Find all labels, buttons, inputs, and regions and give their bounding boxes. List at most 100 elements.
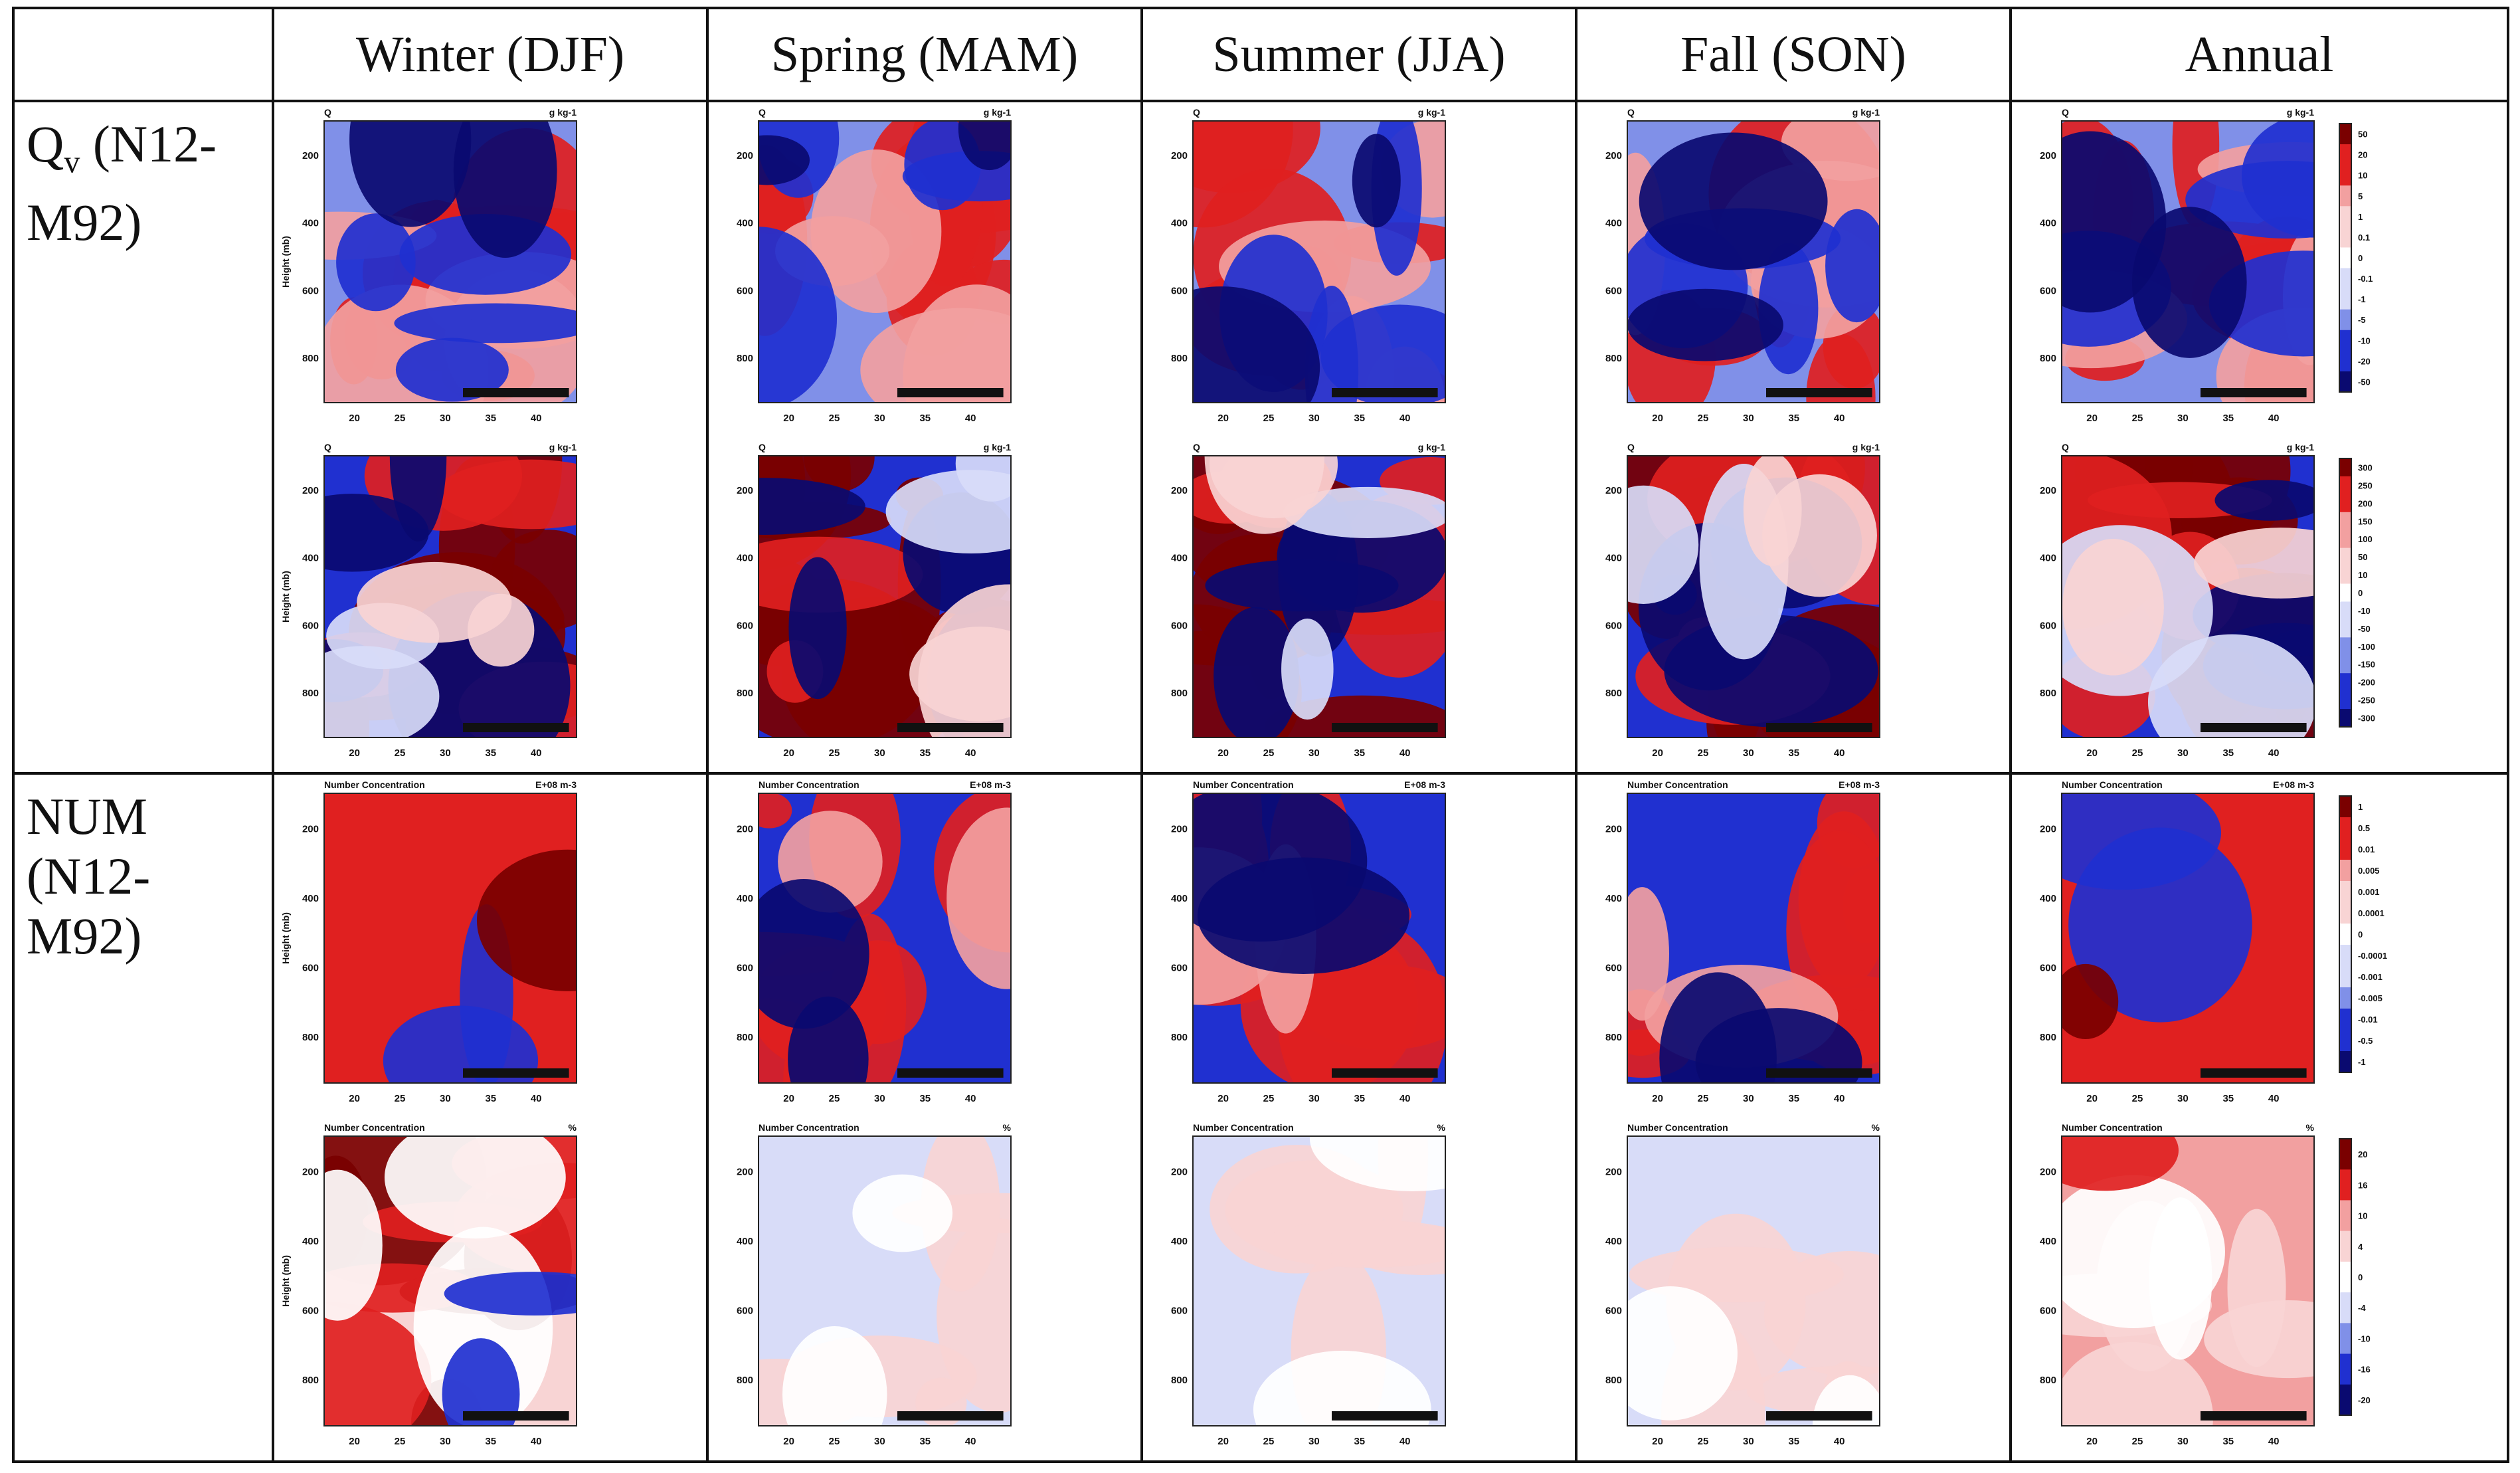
panels-qv-annual-top-colorbar-label: 10 [2358,171,2367,181]
panels-num-annual-bottom-colorbar-label: -16 [2358,1365,2371,1375]
panels-qv-spring-bottom-y-tick: 200 [737,485,753,496]
panels-num-winter-bottom-contour-region [385,1136,566,1239]
panels-qv-spring-bottom-units: g kg-1 [984,442,1011,452]
panels-num-annual-bottom-x-tick: 35 [2222,1436,2234,1447]
panels-num-annual-bottom-field [2062,1136,2314,1426]
panels-num-fall-top-field [1627,793,1880,1083]
panels-qv-fall-top-x-tick: 20 [1652,413,1663,424]
panels-qv-annual-bottom-colorbar-segment [2339,547,2351,567]
panels-qv-spring-top-contour-region [860,308,1011,403]
panels-num-fall-bottom-title: Number Concentration [1627,1122,1728,1133]
panels-num-annual-top-colorbar-segment [2339,987,2351,1009]
header-row: Winter (DJF) Spring (MAM) Summer (JJA) F… [12,7,2509,102]
panels-num-summer-bottom-x-tick: 30 [1308,1436,1320,1447]
panels-num-fall-top-y-tick: 200 [1605,823,1622,835]
panels-qv-annual-top-colorbar: 50 20 10 5 1 0.1 0 -0.1 -1 -5 -10 -20 -50 [2339,123,2373,393]
panels-num-winter-bottom-title: Number Concentration [324,1122,425,1133]
panels-num-spring-top-title: Number Concentration [759,779,859,790]
panels-num-fall-top-x-tick: 30 [1743,1093,1754,1104]
panels-num-fall-top-x-tick: 25 [1698,1093,1709,1104]
panels-num-winter-top-x-tick: 20 [349,1093,360,1104]
panels-qv-spring-top-x-tick: 30 [874,413,885,424]
panels-qv-summer-top-y-tick: 400 [1171,218,1188,229]
panels-num-annual-bottom-colorbar-segment [2339,1261,2351,1294]
panels-qv-annual-top-colorbar-segment [2339,165,2351,187]
panels-qv-summer-top-contour-region [1352,134,1401,228]
panels-num-annual-top-colorbar-segment [2339,902,2351,924]
panels-qv-summer-top-x-tick: 30 [1308,413,1320,424]
panels-qv-fall-top-title: Q [1627,107,1635,118]
panels-qv-spring-bottom-contour-region [885,470,1011,554]
panels-num-fall-top-frame [1627,793,1880,1084]
panels-num-annual-bottom-colorbar-label: -10 [2358,1333,2371,1343]
panels-num-fall-bottom-x-tick: 35 [1788,1436,1799,1447]
panels-qv-spring-top-frame [758,120,1012,403]
panels-num-fall-bottom-x-tick: 20 [1652,1436,1663,1447]
panels-qv-spring-top-contour-region [810,149,942,313]
panels-num-annual-top-title: Number Concentration [2062,779,2163,790]
panels-num-winter-bottom-x-tick: 40 [531,1436,542,1447]
panels-qv-fall-bottom-y-tick: 600 [1605,620,1622,631]
panels-qv-spring-bottom-x-tick: 20 [783,747,794,759]
panels-qv-winter-bottom-frame [323,455,577,738]
panels-qv-winter-top-x-tick: 35 [485,413,496,424]
col-header-annual: Annual [2009,7,2509,102]
corner-cell [12,7,274,102]
panels-qv-annual-top-title: Q [2062,107,2069,118]
panels-qv-winter-bottom-y-tick: 800 [302,688,319,699]
panels-num-spring-bottom-units: % [1003,1122,1012,1133]
panels-qv-winter-top-x-tick: 20 [349,413,360,424]
panels-qv-spring-bottom-frame [758,455,1012,738]
panels-num-annual-top-colorbar-label: -0.01 [2358,1015,2378,1025]
panels-num-summer-bottom-x-tick: 40 [1399,1436,1411,1447]
panels-num-fall-top-title: Number Concentration [1627,779,1728,790]
panels-num-annual-top-colorbar-label: 0.001 [2358,887,2380,897]
panels-num-summer-bottom-y-tick: 200 [1171,1166,1188,1177]
panels-qv-annual-bottom-colorbar-label: 200 [2358,498,2373,508]
panels-num-spring-top-contour-region [759,793,792,829]
panels-num-winter-top-panel: Number Concentration E+08 m-3 200 400 600 800… [302,779,577,1104]
panels-qv-summer-bottom-x-tick: 20 [1217,747,1229,759]
panels-qv-winter-bottom-y-tick: 600 [302,620,319,631]
panels-qv-fall-top-y-tick: 200 [1605,150,1622,161]
panels-num-annual-top-panel: Number Concentration E+08 m-3 200 400 600 800… [2040,779,2315,1104]
panels-qv-fall-bottom-x-tick: 40 [1834,747,1845,759]
panels-num-summer-bottom-x-tick: 25 [1263,1436,1275,1447]
panels-qv-annual-top-colorbar-frame [2339,123,2352,393]
panels-num-annual: Number Concentration E+08 m-3200400600800… [2040,779,2387,1447]
panels-qv-annual-bottom-units: g kg-1 [2287,442,2314,452]
panels-qv-fall-bottom-contour-region [1664,615,1878,728]
cell-num-fall: Number Concentration E+08 m-3 200 400 600 800… [1575,772,2012,1463]
panels-num-spring-top-contour-region [946,807,1011,989]
panels-qv-annual-top-colorbar-label: 20 [2358,150,2367,160]
panels-num-fall-top-panel: Number Concentration E+08 m-3 200 400 600 800… [1605,779,1880,1104]
panels-qv-spring-bottom-title: Q [759,442,766,452]
panels-num-annual-top-frame [2061,793,2315,1084]
panels-qv-winter-bottom-contour-region [324,494,429,572]
panels-qv-annual-bottom-y-tick: 600 [2040,620,2056,631]
panels-qv-annual-bottom-colorbar-label: -10 [2358,606,2371,616]
panels-num-spring-bottom-y-tick: 200 [737,1166,753,1177]
cell-num-annual: Number Concentration E+08 m-3 200 400 600 800… [2009,772,2509,1463]
panels-num-fall-bottom-contour-region [1627,1286,1738,1421]
panels-num-summer-top-contour-region [1193,793,1368,942]
panels-qv-spring-bottom-field [759,456,1011,737]
panels-qv-annual-bottom-colorbar-label: 300 [2358,462,2373,472]
panels-qv-annual-top-legend-strip [2201,388,2307,397]
panels-qv-spring-bottom-x-tick: 35 [919,747,931,759]
panels-qv-summer-top-frame [1192,120,1446,403]
panels-qv-annual-bottom-legend-strip [2201,723,2307,732]
panels-qv-annual-bottom-contour-region [2147,634,2314,737]
panels-num-spring-top-panel: Number Concentration E+08 m-3 200 400 600 800… [737,779,1012,1104]
panels-num-fall-top-x-tick: 35 [1788,1093,1799,1104]
cell-num-summer: Number Concentration E+08 m-3 200 400 600 800… [1140,772,1577,1463]
panels-num-fall-bottom-y-tick: 800 [1605,1375,1622,1386]
col-header-summer: Summer (JJA) [1140,7,1577,102]
panels-num-annual-bottom-colorbar-segment [2339,1353,2351,1385]
panels-qv-winter-top-contour-region [453,121,557,258]
